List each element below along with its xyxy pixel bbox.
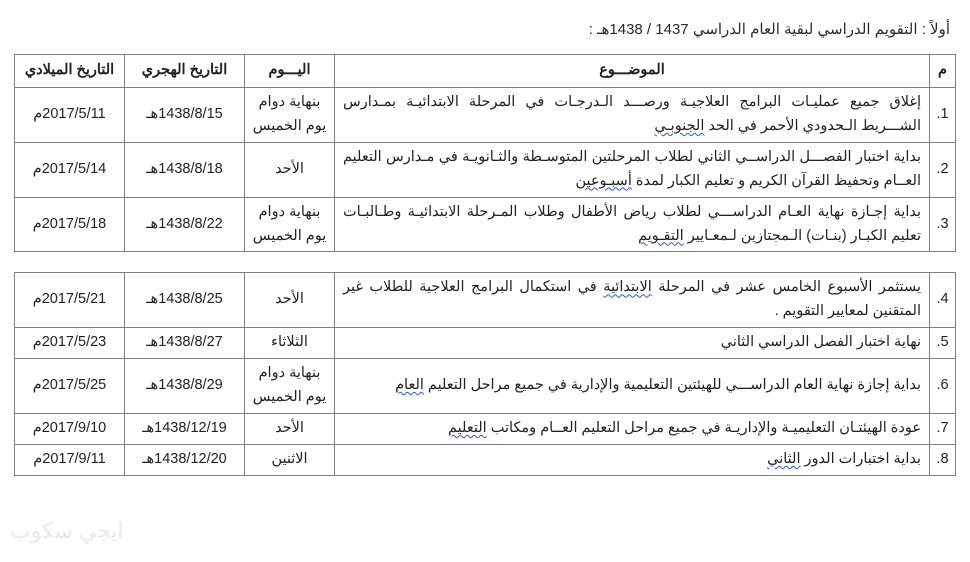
- row-hijri: 1438/12/19هـ: [125, 414, 245, 445]
- table-row: 6. بداية إجازة نهاية العام الدراســـي لل…: [15, 359, 956, 414]
- row-day: بنهاية دوام يوم الخميس: [245, 87, 335, 142]
- table-row: 7. عودة الهيئتـان التعليميـة والإداريـة …: [15, 414, 956, 445]
- row-greg: 2017/5/14م: [15, 142, 125, 197]
- row-hijri: 1438/8/18هـ: [125, 142, 245, 197]
- row-day: الأحد: [245, 142, 335, 197]
- row-index: 8.: [930, 444, 956, 475]
- row-day: الثلاثاء: [245, 328, 335, 359]
- table-row: 5. نهاية اختبار الفصل الدراسي الثاني الث…: [15, 328, 956, 359]
- row-subject: بداية اختبارات الدور الثاني: [335, 444, 930, 475]
- row-day: الأحد: [245, 414, 335, 445]
- row-index: 2.: [930, 142, 956, 197]
- row-subject: بداية إجازة نهاية العام الدراســـي للهيئ…: [335, 359, 930, 414]
- row-index: 7.: [930, 414, 956, 445]
- watermark: ايجي سكوب: [10, 518, 124, 544]
- row-index: 6.: [930, 359, 956, 414]
- page-title: أولاً : التقويم الدراسي لبقية العام الدر…: [14, 20, 956, 38]
- row-greg: 2017/5/18م: [15, 197, 125, 252]
- header-subject: الموضـــوع: [335, 55, 930, 88]
- row-greg: 2017/5/11م: [15, 87, 125, 142]
- row-greg: 2017/5/23م: [15, 328, 125, 359]
- header-idx: م: [930, 55, 956, 88]
- row-subject: بداية إجـازة نهاية العـام الدراســـي لطل…: [335, 197, 930, 252]
- row-index: 1.: [930, 87, 956, 142]
- header-day: اليـــوم: [245, 55, 335, 88]
- row-hijri: 1438/8/29هـ: [125, 359, 245, 414]
- row-subject: يستثمر الأسبوع الخامس عشر في المرحلة الا…: [335, 273, 930, 328]
- row-hijri: 1438/12/20هـ: [125, 444, 245, 475]
- row-greg: 2017/9/10م: [15, 414, 125, 445]
- header-greg: التاريخ الميلادي: [15, 55, 125, 88]
- row-greg: 2017/5/25م: [15, 359, 125, 414]
- row-hijri: 1438/8/22هـ: [125, 197, 245, 252]
- row-greg: 2017/5/21م: [15, 273, 125, 328]
- row-hijri: 1438/8/27هـ: [125, 328, 245, 359]
- table-row: 8. بداية اختبارات الدور الثاني الاثنين 1…: [15, 444, 956, 475]
- row-index: 5.: [930, 328, 956, 359]
- row-day: الاثنين: [245, 444, 335, 475]
- row-day: الأحد: [245, 273, 335, 328]
- row-day: بنهاية دوام يوم الخميس: [245, 197, 335, 252]
- row-subject: بداية اختبار الفصـــل الدراســي الثاني ل…: [335, 142, 930, 197]
- row-subject: إغلاق جميع عمليـات البرامج العلاجيـة ورص…: [335, 87, 930, 142]
- table-row: 3. بداية إجـازة نهاية العـام الدراســـي …: [15, 197, 956, 252]
- row-subject: نهاية اختبار الفصل الدراسي الثاني: [335, 328, 930, 359]
- row-subject: عودة الهيئتـان التعليميـة والإداريـة في …: [335, 414, 930, 445]
- table-row: 4. يستثمر الأسبوع الخامس عشر في المرحلة …: [15, 273, 956, 328]
- table-row: 1. إغلاق جميع عمليـات البرامج العلاجيـة …: [15, 87, 956, 142]
- calendar-table-2: 4. يستثمر الأسبوع الخامس عشر في المرحلة …: [14, 272, 956, 475]
- calendar-table-1: م الموضـــوع اليـــوم التاريخ الهجري الت…: [14, 54, 956, 252]
- row-greg: 2017/9/11م: [15, 444, 125, 475]
- row-day: بنهاية دوام يوم الخميس: [245, 359, 335, 414]
- row-index: 4.: [930, 273, 956, 328]
- row-hijri: 1438/8/15هـ: [125, 87, 245, 142]
- table-row: 2. بداية اختبار الفصـــل الدراســي الثان…: [15, 142, 956, 197]
- header-hijri: التاريخ الهجري: [125, 55, 245, 88]
- row-hijri: 1438/8/25هـ: [125, 273, 245, 328]
- row-index: 3.: [930, 197, 956, 252]
